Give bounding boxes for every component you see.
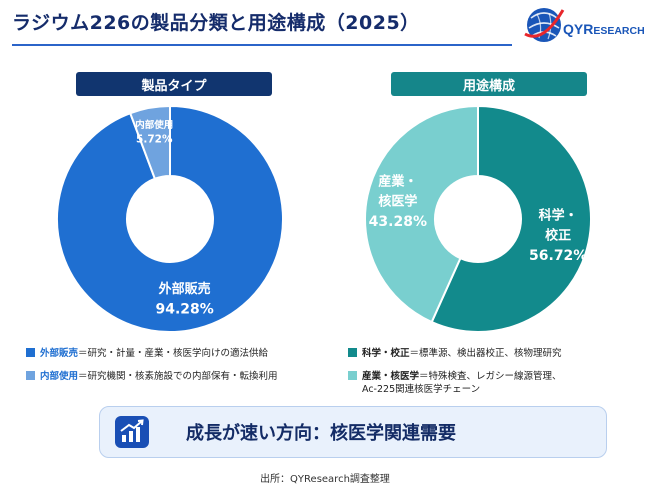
product-type-header: 製品タイプ — [76, 72, 272, 96]
usage-header: 用途構成 — [391, 72, 587, 96]
slice-value-text: 94.28% — [155, 302, 213, 318]
legend-desc: ＝特殊検査、レガシー線源管理、 — [419, 371, 562, 382]
title-underline — [12, 44, 512, 46]
legend-swatch — [348, 371, 357, 380]
page-title: ラジウム226の製品分類と用途構成（2025） — [12, 12, 420, 34]
slice-category-text: 科学・ — [539, 208, 578, 224]
legend-key: 科学・校正 — [362, 348, 410, 359]
banner-text: 成長が速い方向：核医学関連需要 — [186, 423, 456, 444]
legend-swatch — [26, 348, 35, 357]
legend-desc: ＝標準源、検出器校正、核物理研究 — [409, 348, 562, 359]
donut-slice-1 — [56, 104, 284, 333]
qyresearch-logo: QYRESEARCH — [524, 8, 645, 42]
donut-slice-1 — [430, 104, 592, 333]
slice-category-text: 校正 — [545, 228, 571, 244]
product-type-legend: 外部販売＝研究・計量・産業・核医学向けの適法供給 内部使用＝研究機関・核素施設で… — [26, 347, 278, 383]
legend-desc: ＝研究・計量・産業・核医学向けの適法供給 — [78, 348, 269, 359]
slice-value-text: 5.72% — [136, 133, 173, 145]
legend-swatch — [348, 348, 357, 357]
growth-chart-icon — [115, 416, 149, 448]
slice-label-2: 内部使用 5.72% — [135, 119, 173, 146]
slice-value-text: 56.72% — [529, 248, 587, 264]
legend-desc: ＝研究機関・核素施設での内部保有・転換利用 — [78, 371, 278, 382]
usage-legend: 科学・校正＝標準源、検出器校正、核物理研究 産業・核医学＝特殊検査、レガシー線源… — [348, 347, 562, 396]
slice-label-1: 外部販売 94.28% — [155, 281, 213, 318]
slice-label-2: 産業・核医学 43.28% — [369, 173, 427, 230]
legend-item: 科学・校正＝標準源、検出器校正、核物理研究 — [348, 347, 562, 360]
slice-category-text: 産業・ — [378, 173, 417, 189]
product-type-donut: 外部販売 94.28% 内部使用 5.72% — [56, 104, 284, 333]
legend-item: 外部販売＝研究・計量・産業・核医学向けの適法供給 — [26, 347, 278, 360]
slice-category-text: 外部販売 — [158, 281, 211, 297]
legend-item: 内部使用＝研究機関・核素施設での内部保有・転換利用 — [26, 370, 278, 383]
logo-wordmark: QYRESEARCH — [563, 21, 645, 37]
legend-key: 産業・核医学 — [362, 371, 420, 382]
donut-slice-2 — [364, 104, 479, 324]
donut-slice-2 — [128, 104, 171, 181]
growth-banner: 成長が速い方向：核医学関連需要 — [99, 406, 607, 458]
legend-key: 内部使用 — [40, 371, 79, 382]
slice-category-text: 核医学 — [378, 193, 417, 209]
source-note: 出所：QYResearch調査整理 — [260, 474, 390, 485]
slice-value-text: 43.28% — [369, 214, 427, 230]
slice-category-text: 内部使用 — [135, 119, 173, 131]
legend-key: 外部販売 — [40, 348, 79, 359]
usage-donut: 科学・校正 56.72% 産業・核医学 43.28% — [364, 104, 592, 333]
slice-label-1: 科学・校正 56.72% — [529, 208, 587, 264]
legend-item: 産業・核医学＝特殊検査、レガシー線源管理、 — [348, 370, 562, 383]
legend-swatch — [26, 371, 35, 380]
legend-desc-continued: Ac-225関連核医学チェーン — [362, 384, 481, 395]
